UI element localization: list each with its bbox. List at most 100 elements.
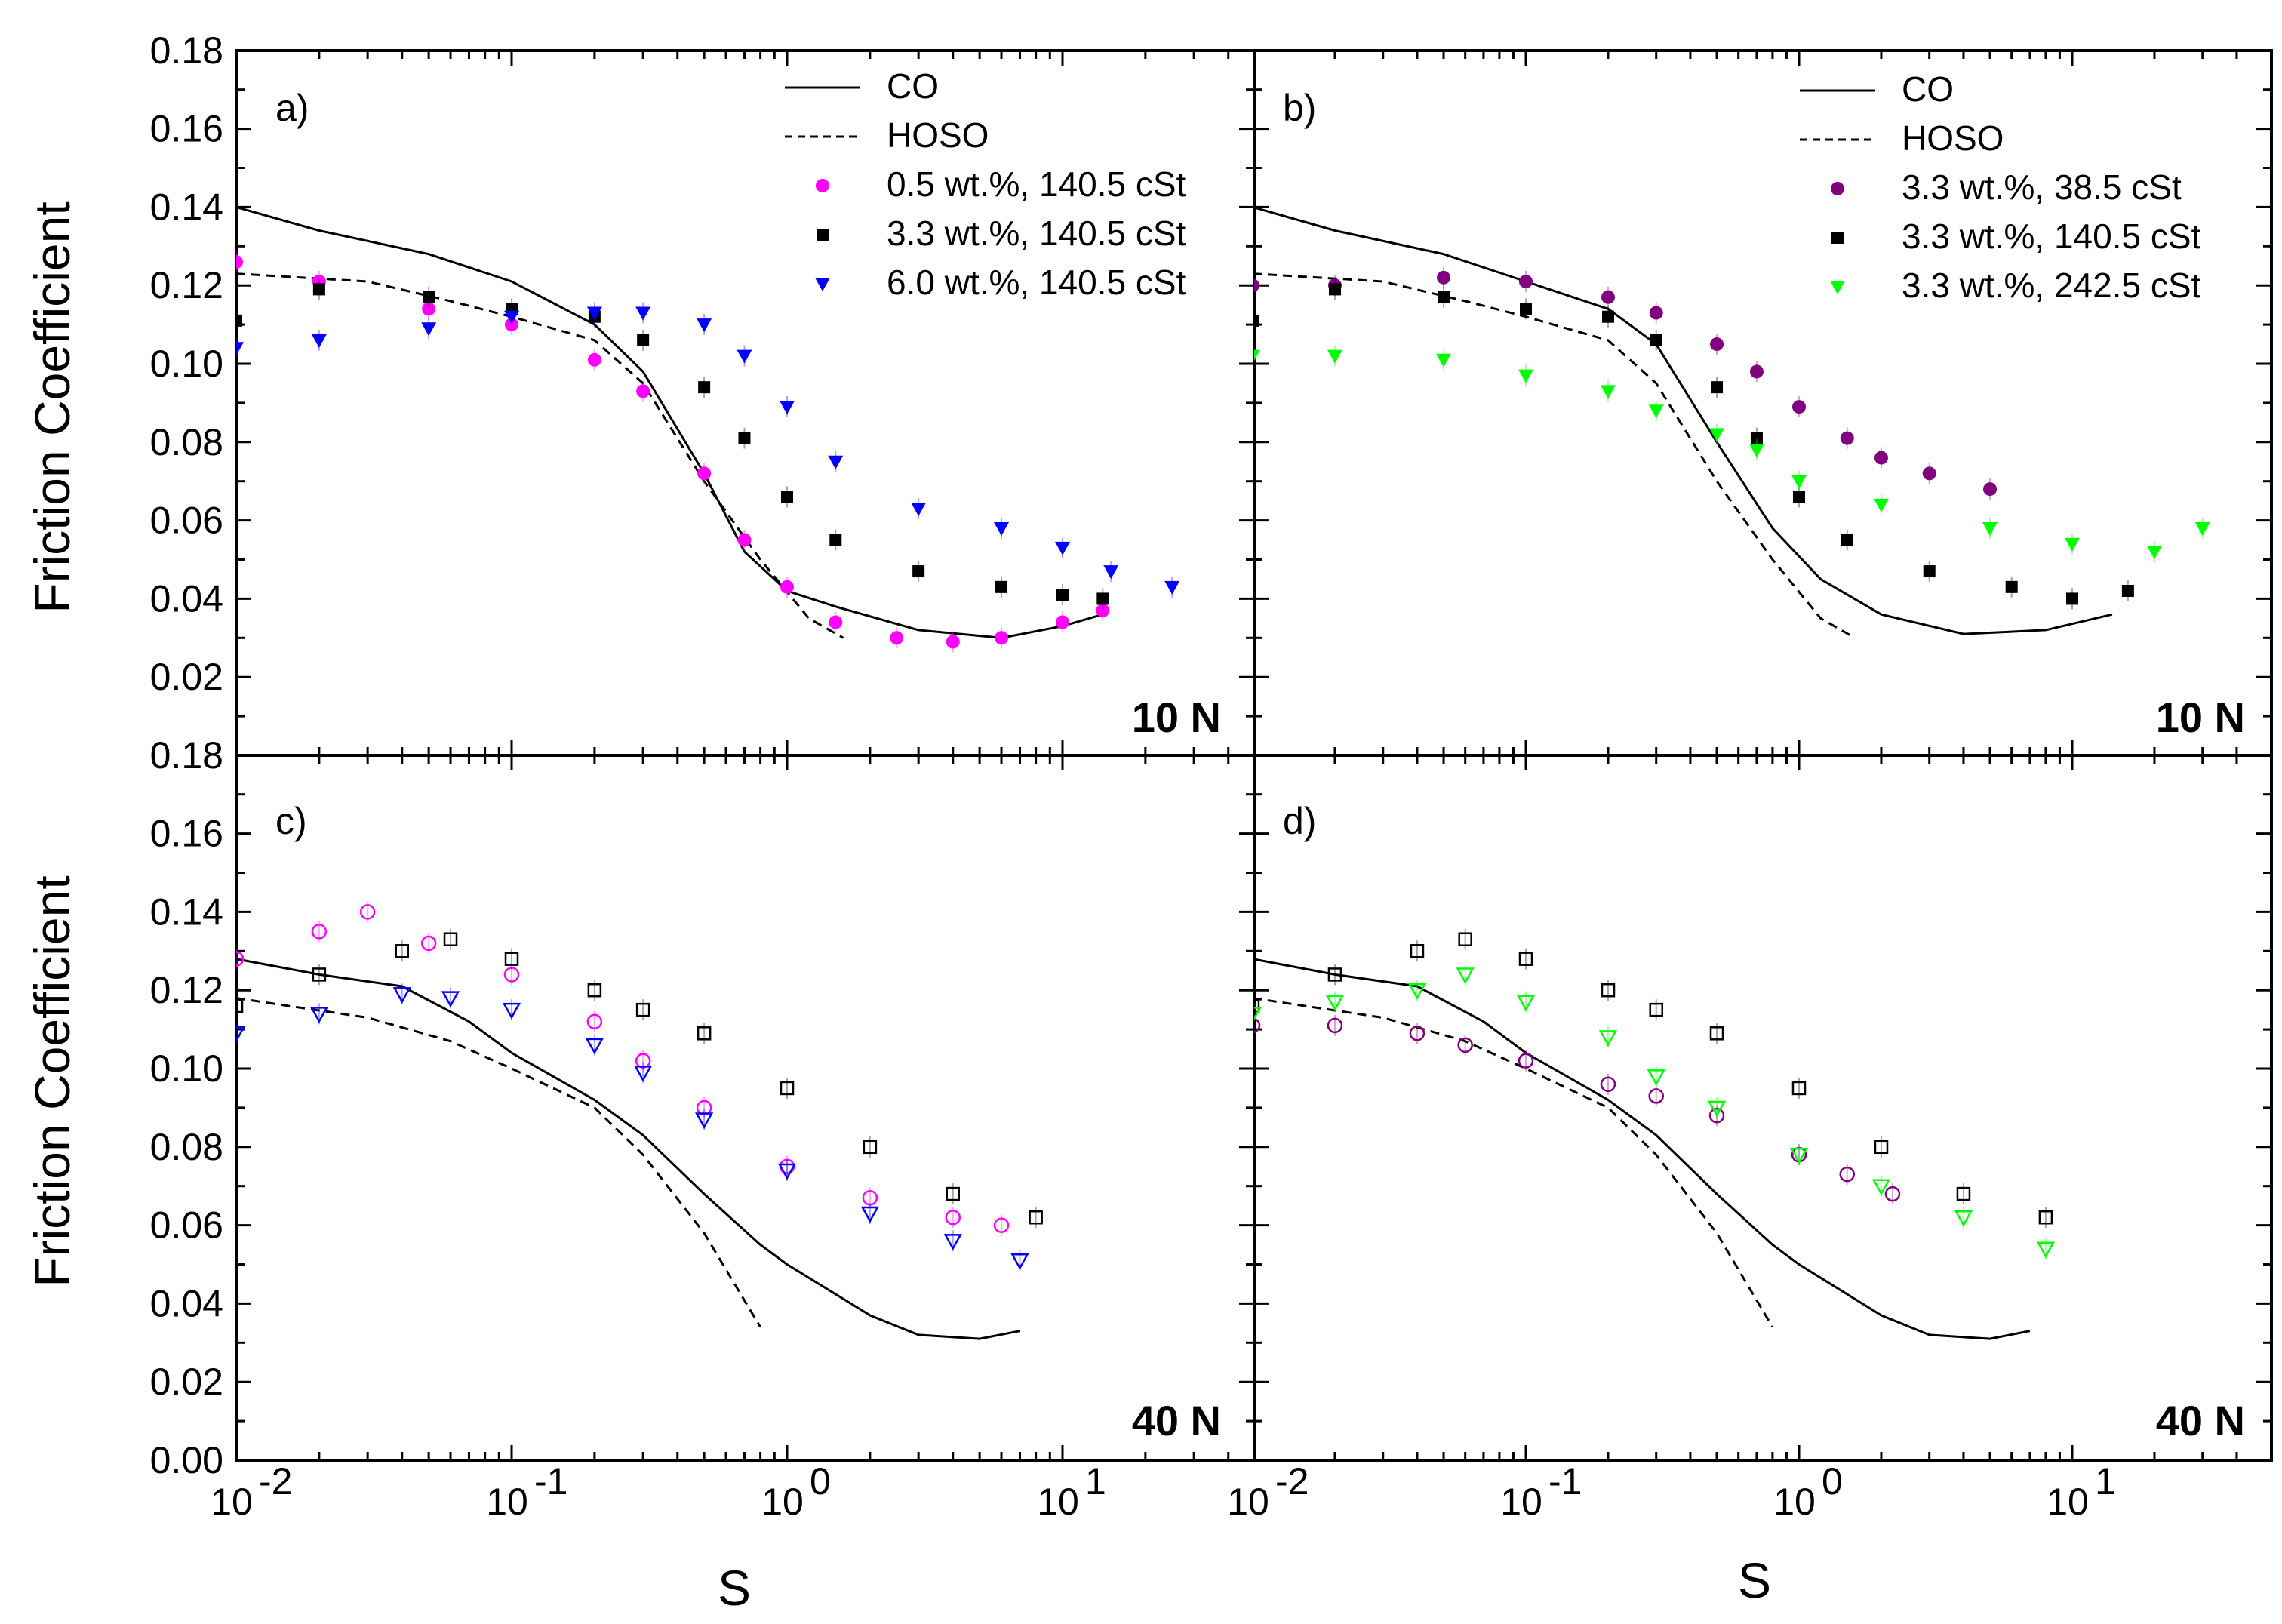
y-tick-label: 0.12 bbox=[150, 969, 223, 1011]
series-co bbox=[236, 958, 1020, 1340]
data-point bbox=[1029, 1210, 1043, 1225]
data-point bbox=[737, 349, 752, 364]
data-point bbox=[697, 466, 712, 481]
data-point bbox=[1840, 431, 1854, 445]
data-point bbox=[1436, 353, 1452, 368]
series-6-0-wt-140-5-cst bbox=[236, 983, 1029, 1272]
data-point bbox=[1792, 400, 1806, 414]
data-point bbox=[2194, 521, 2210, 536]
data-point bbox=[1600, 385, 1616, 399]
series-3-3-wt-242-5-cst bbox=[1254, 345, 2210, 563]
legend: CO HOSO 3.3 wt.%, 38.5 cSt 3.3 wt.%, 140.5 … bbox=[1800, 69, 2201, 305]
data-point bbox=[1923, 565, 1936, 578]
data-point bbox=[1327, 349, 1342, 364]
data-point bbox=[443, 932, 458, 946]
x-axis-title-right: S bbox=[1738, 1552, 1771, 1608]
data-point bbox=[912, 565, 925, 578]
data-point bbox=[1254, 998, 1260, 1013]
y-tick-label: 0.08 bbox=[150, 421, 223, 463]
data-point bbox=[635, 1053, 651, 1069]
x-axis-title-left: S bbox=[718, 1560, 751, 1616]
y-tick-label: 0.10 bbox=[150, 1047, 223, 1090]
legend-label: 3.3 wt.%, 38.5 cSt bbox=[1902, 168, 2182, 207]
panel-a: 0.02 0.04 0.06 0.08 0.10 0.12 0.14 0.16 0.18 a) 10… bbox=[150, 29, 1256, 757]
data-point bbox=[423, 291, 435, 303]
data-point bbox=[587, 352, 601, 367]
plot-area bbox=[236, 205, 1180, 653]
legend-entry: 3.3 wt.%, 38.5 cSt bbox=[1831, 168, 2182, 207]
y-tick-label: 0.08 bbox=[150, 1126, 223, 1168]
series-line bbox=[1254, 272, 1856, 639]
data-point bbox=[636, 384, 650, 398]
series-line bbox=[236, 272, 844, 639]
y-tick-label: 0.12 bbox=[150, 264, 223, 306]
y-tick-label: 0.14 bbox=[150, 186, 223, 228]
series-line bbox=[236, 997, 761, 1328]
data-point bbox=[1708, 1108, 1725, 1124]
data-point bbox=[1410, 944, 1425, 958]
data-point bbox=[1649, 1002, 1663, 1017]
data-point bbox=[993, 1217, 1010, 1233]
data-point bbox=[1328, 283, 1341, 296]
data-point bbox=[1874, 1140, 1889, 1155]
data-point bbox=[994, 521, 1010, 536]
data-point bbox=[1709, 428, 1725, 442]
series-3-3-wt-140-5-cst bbox=[236, 278, 1109, 610]
legend-swatch bbox=[815, 278, 830, 291]
data-point bbox=[311, 334, 327, 348]
data-point bbox=[1707, 1100, 1727, 1118]
data-point bbox=[780, 580, 794, 594]
panel-letter: c) bbox=[275, 800, 307, 842]
series-hoso bbox=[236, 272, 844, 639]
y-tick-label: 0.14 bbox=[150, 890, 223, 933]
data-point bbox=[309, 1007, 329, 1023]
x-tick-exponent: -1 bbox=[534, 1460, 567, 1503]
y-tick-label: 0.04 bbox=[150, 1282, 223, 1324]
series-line bbox=[1254, 206, 2113, 635]
data-point bbox=[359, 904, 376, 920]
series-3-3-wt-140-5-cst bbox=[1254, 278, 2134, 610]
legend-swatch bbox=[1830, 281, 1845, 294]
data-point bbox=[780, 401, 795, 415]
panel-frame bbox=[1253, 754, 2273, 1462]
legend-entry: 6.0 wt.%, 140.5 cSt bbox=[815, 263, 1186, 302]
data-point bbox=[737, 533, 752, 547]
data-point bbox=[862, 1190, 878, 1206]
legend-label: 3.3 wt.%, 140.5 cSt bbox=[1902, 217, 2201, 256]
legend-entry: 3.3 wt.%, 140.5 cSt bbox=[817, 214, 1186, 253]
legend-entry: HOSO bbox=[1800, 118, 2004, 158]
data-point bbox=[1749, 364, 1764, 379]
data-point bbox=[1254, 278, 1259, 292]
plot-area bbox=[1254, 206, 2210, 639]
data-point bbox=[635, 306, 651, 321]
data-point bbox=[1983, 482, 1998, 497]
x-tick-label: 10 bbox=[1773, 1481, 1816, 1523]
x-tick-label: 10 bbox=[1227, 1481, 1269, 1523]
data-point bbox=[236, 342, 244, 356]
data-point bbox=[1874, 451, 1888, 465]
data-point bbox=[1884, 1186, 1901, 1202]
data-point bbox=[311, 924, 328, 940]
y-tick-label: 0.04 bbox=[150, 577, 223, 620]
x-tick-exponent: 0 bbox=[1822, 1460, 1843, 1503]
series-3-3-wt-38-5-cst bbox=[1254, 266, 1998, 500]
y-tick-label: 0.16 bbox=[150, 813, 223, 855]
panel-frame bbox=[1253, 49, 2273, 757]
x-tick-label: 10 bbox=[2047, 1481, 2089, 1523]
data-point bbox=[1457, 1037, 1473, 1053]
y-tick-label: 0.00 bbox=[150, 1439, 223, 1481]
data-point bbox=[1520, 303, 1532, 315]
data-point bbox=[1518, 1053, 1534, 1069]
data-point bbox=[1791, 1081, 1807, 1096]
y-tick-label: 0.02 bbox=[150, 656, 223, 698]
data-point bbox=[1254, 1017, 1261, 1033]
data-point bbox=[420, 935, 437, 952]
legend-label: 6.0 wt.%, 140.5 cSt bbox=[887, 263, 1186, 302]
series-hoso bbox=[1254, 272, 1856, 639]
plot-area bbox=[1254, 928, 2056, 1340]
load-label: 10 N bbox=[2156, 694, 2245, 741]
data-point bbox=[1409, 1026, 1425, 1041]
legend-swatch bbox=[816, 179, 829, 192]
legend-entry: HOSO bbox=[785, 115, 989, 155]
data-point bbox=[863, 1140, 878, 1155]
